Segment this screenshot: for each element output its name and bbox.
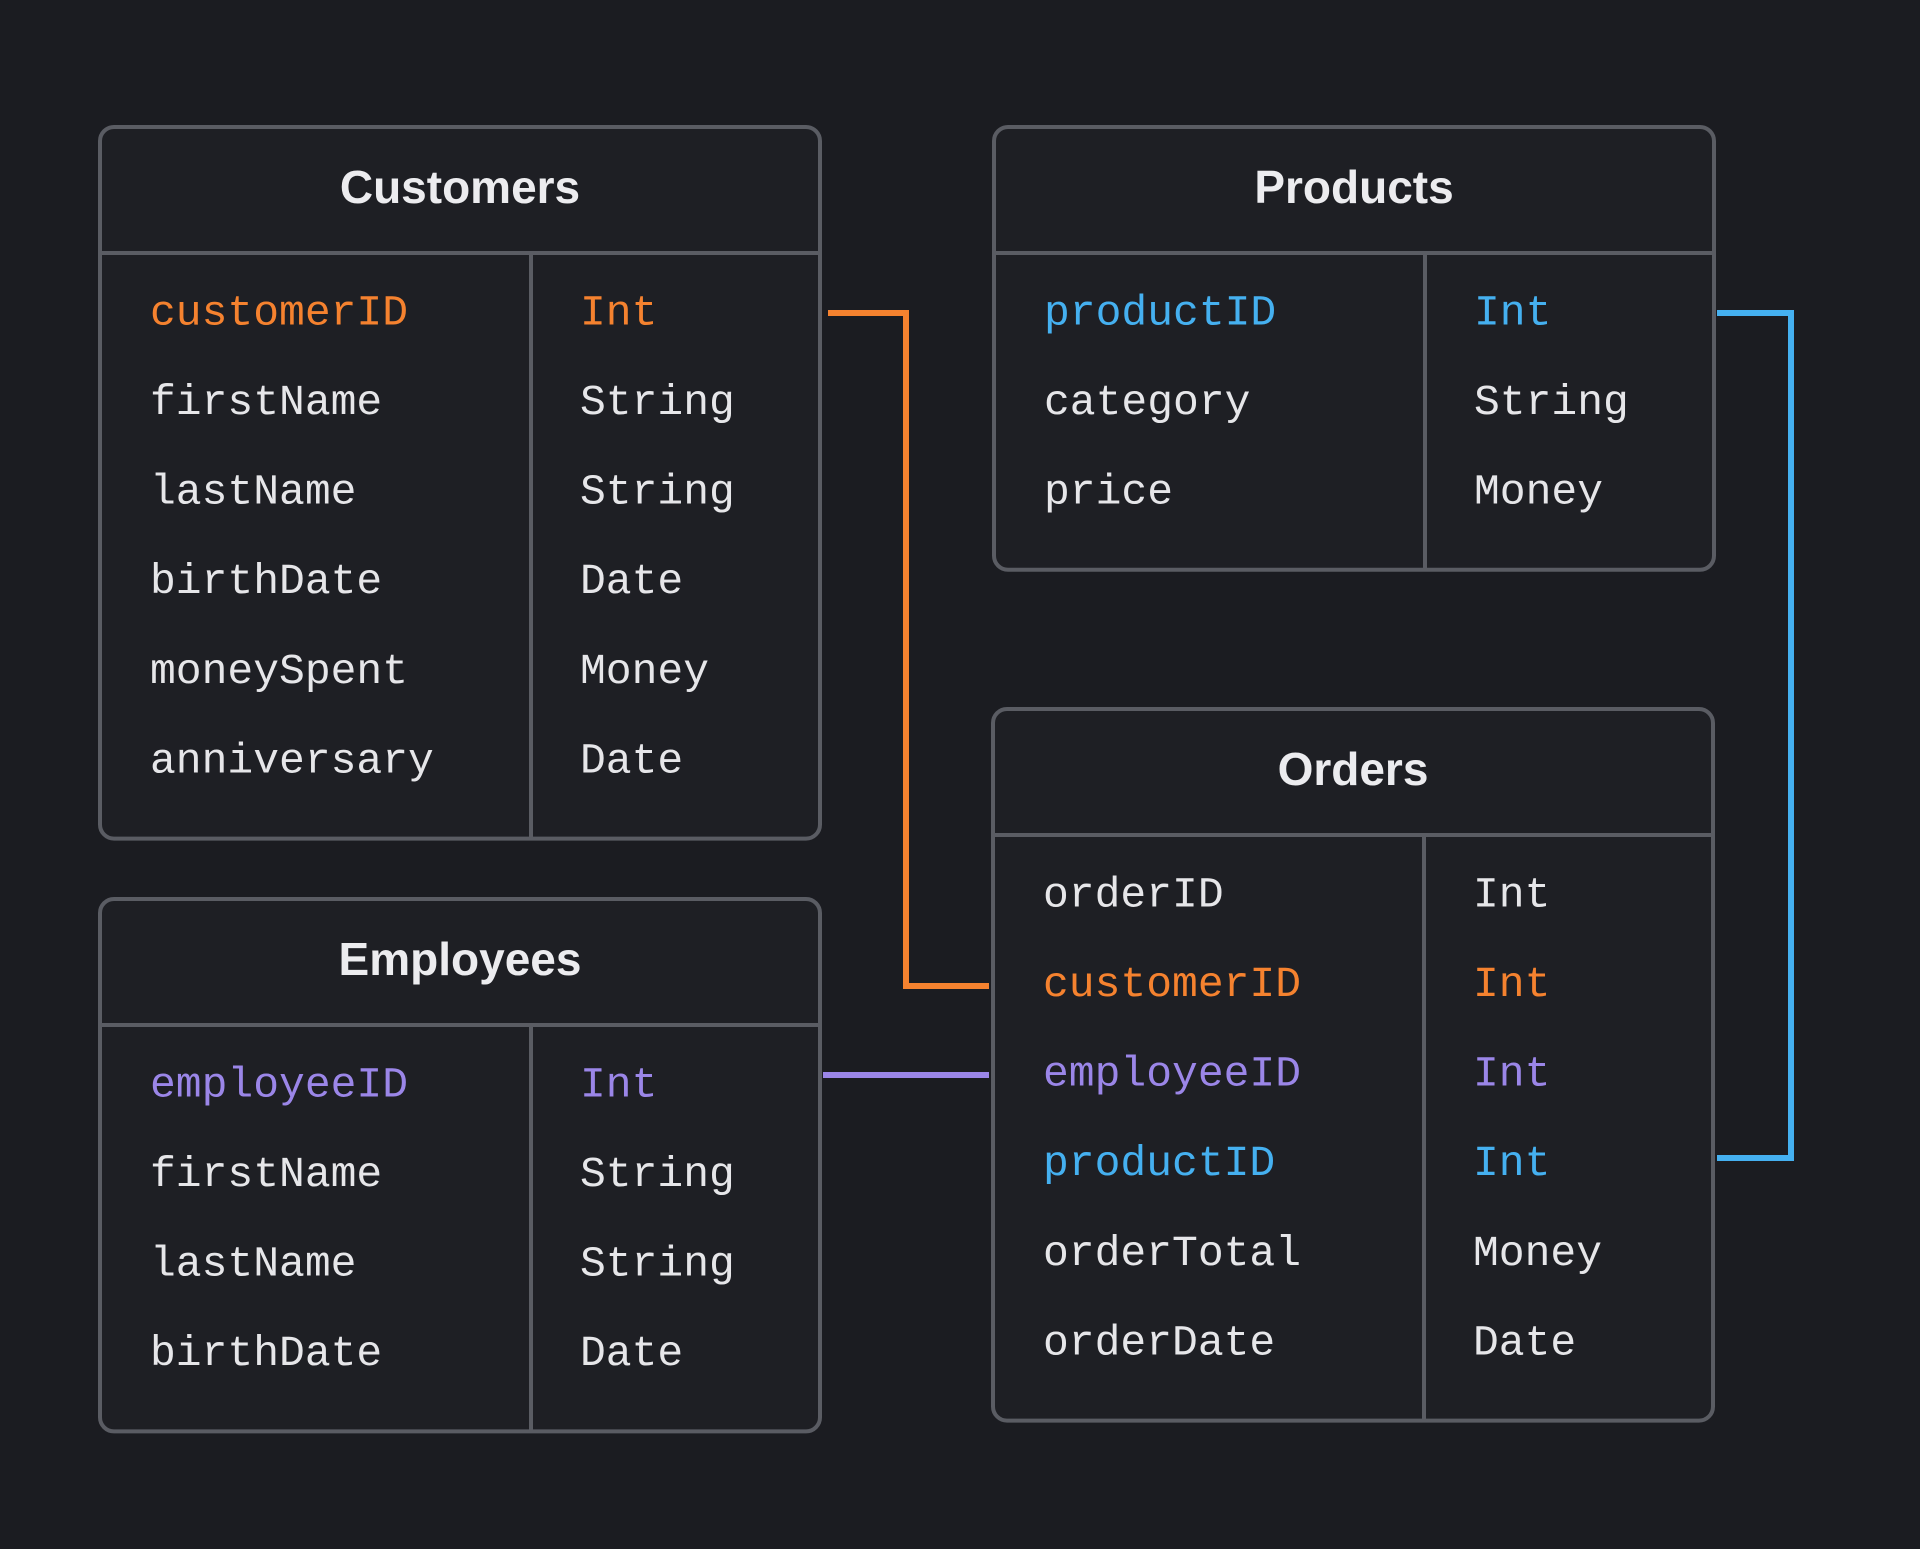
field-name: customerID <box>150 288 408 337</box>
product-link <box>1717 310 1794 1161</box>
field-type: Date <box>580 557 683 606</box>
table-frame <box>98 897 822 1434</box>
table-frame <box>991 707 1715 1423</box>
table-title: Employees <box>339 933 582 985</box>
field-type: Int <box>1473 1050 1550 1099</box>
field-type: Int <box>1473 1139 1550 1188</box>
field-name: orderID <box>1043 870 1224 919</box>
field-name: orderTotal <box>1043 1229 1301 1278</box>
table-title: Customers <box>340 161 580 213</box>
table: Employees employeeID Int firstName String las… <box>98 897 822 1434</box>
table: Customers customerID Int firstName String las… <box>98 125 822 841</box>
field-type: Int <box>1474 288 1551 337</box>
field-type: Date <box>580 736 683 785</box>
table-frame <box>98 125 822 841</box>
field-name: category <box>1044 378 1250 427</box>
field-type: Money <box>1473 1229 1602 1278</box>
field-name: productID <box>1043 1139 1275 1188</box>
table: Products productID Int category String price M… <box>992 125 1716 572</box>
field-name: customerID <box>1043 960 1301 1009</box>
table-title: Orders <box>1278 743 1429 795</box>
field-name: anniversary <box>150 736 434 785</box>
customer-link <box>828 310 989 989</box>
field-name: lastName <box>150 468 356 517</box>
field-type: Date <box>580 1329 683 1378</box>
field-name: firstName <box>150 378 382 427</box>
field-type: Money <box>1474 468 1603 517</box>
field-name: birthDate <box>150 1329 382 1378</box>
field-type: Int <box>1473 870 1550 919</box>
table-frame <box>992 125 1716 572</box>
field-type: Int <box>580 1060 657 1109</box>
field-type: String <box>580 468 735 517</box>
field-name: employeeID <box>150 1060 408 1109</box>
field-type: String <box>1474 378 1629 427</box>
field-type: String <box>580 1240 735 1289</box>
field-name: birthDate <box>150 557 382 606</box>
field-type: String <box>580 378 735 427</box>
field-type: String <box>580 1150 735 1199</box>
field-name: firstName <box>150 1150 382 1199</box>
table: Orders orderID Int customerID Int employeeID I… <box>991 707 1715 1423</box>
field-type: Date <box>1473 1318 1576 1367</box>
field-name: employeeID <box>1043 1050 1301 1099</box>
field-type: Int <box>1473 960 1550 1009</box>
field-type: Money <box>580 647 709 696</box>
field-name: price <box>1044 468 1173 517</box>
field-name: moneySpent <box>150 647 408 696</box>
field-name: orderDate <box>1043 1318 1275 1367</box>
field-type: Int <box>580 288 657 337</box>
field-name: lastName <box>150 1240 356 1289</box>
field-name: productID <box>1044 288 1276 337</box>
table-title: Products <box>1254 161 1453 213</box>
